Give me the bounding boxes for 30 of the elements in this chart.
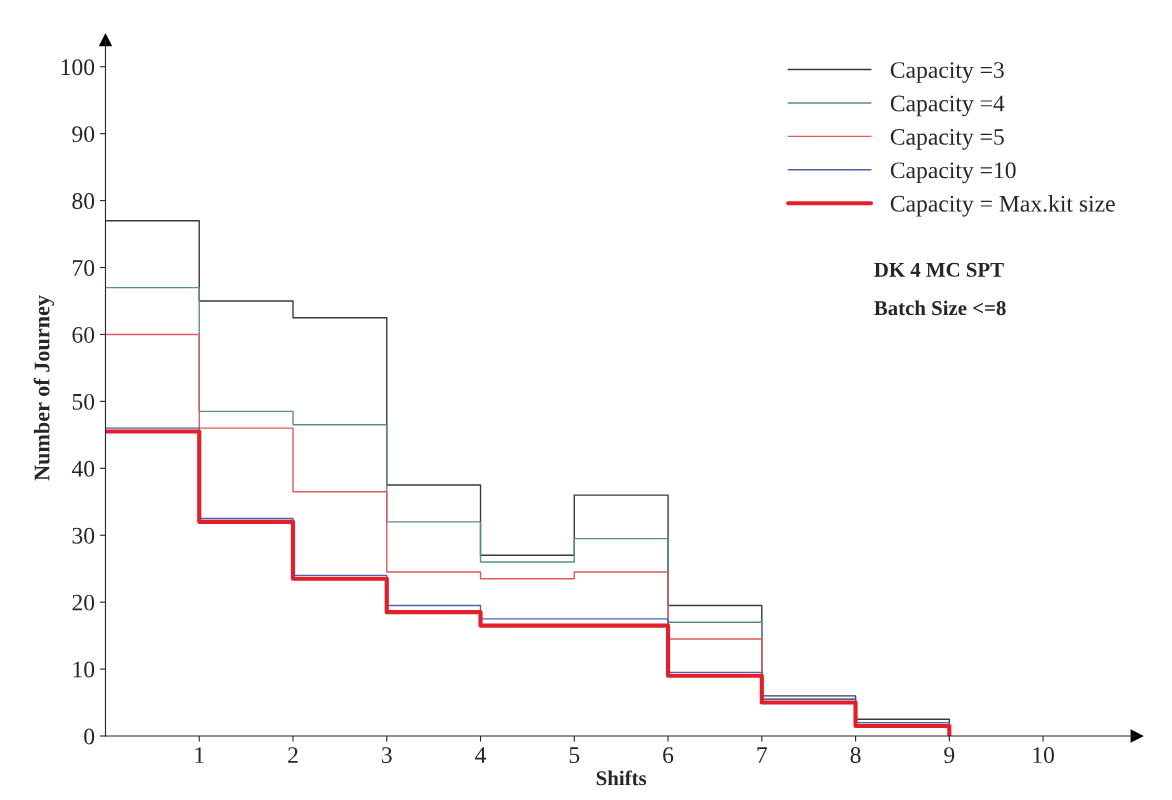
x-tick-label: 8 [850, 747, 861, 764]
y-tick-label: 80 [72, 193, 95, 210]
legend-label: Capacity =10 [890, 162, 1016, 184]
legend-label: Capacity = Max.kit size [890, 195, 1115, 217]
y-axis-title: Number of Journey [33, 295, 55, 481]
y-tick-label: 70 [73, 260, 95, 276]
x-tick-label: 3 [381, 747, 392, 764]
y-tick-label: 20 [72, 594, 95, 611]
y-tick-label: 10 [73, 661, 95, 678]
y-tick-label: 40 [71, 460, 95, 477]
y-tick-label: 100 [61, 59, 95, 76]
x-tick-label: 5 [569, 747, 580, 764]
y-tick-label: 60 [72, 326, 95, 343]
x-tick-label: 7 [757, 747, 768, 763]
x-tick-label: 2 [288, 747, 298, 763]
x-tick-label: 1 [195, 747, 204, 763]
x-tick-label: 9 [944, 747, 955, 764]
x-tick-label: 6 [663, 747, 674, 764]
legend-label: Capacity =3 [890, 62, 1004, 83]
annotation: Batch Size <=8 [874, 300, 1006, 316]
x-tick-label: 10 [1033, 747, 1054, 764]
legend-label: Capacity =5 [890, 129, 1004, 150]
annotation: DK 4 MC SPT [874, 262, 1004, 277]
y-tick-label: 30 [72, 527, 95, 544]
y-tick-label: 50 [72, 393, 95, 410]
x-axis-title: Shifts [596, 770, 647, 786]
y-tick-label: 0 [84, 728, 95, 745]
y-tick-label: 90 [72, 126, 95, 143]
legend-label: Capacity =4 [890, 95, 1005, 117]
x-tick-label: 4 [475, 747, 487, 763]
